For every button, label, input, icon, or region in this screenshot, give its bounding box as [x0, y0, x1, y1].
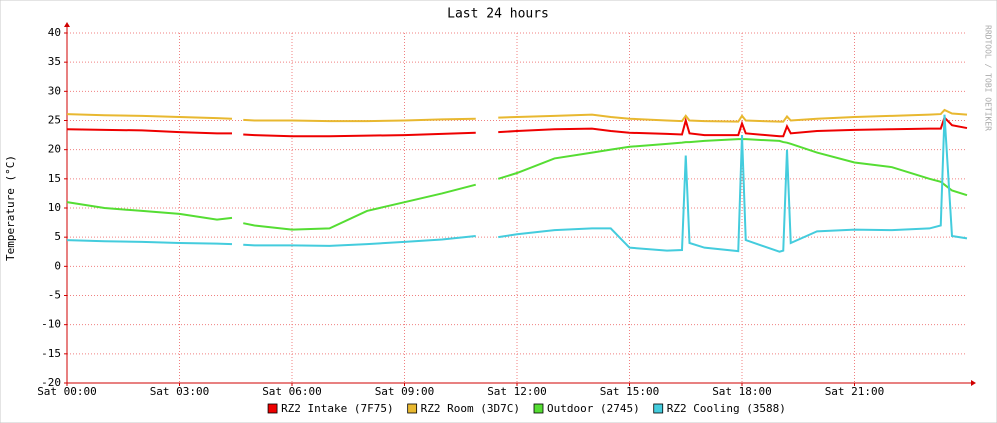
- chart-title: Last 24 hours: [447, 7, 549, 22]
- legend-label: RZ2 Room (3D7C): [421, 402, 520, 415]
- y-tick-label: -10: [41, 318, 61, 331]
- y-tick-label: 25: [48, 114, 61, 127]
- y-tick-label: -20: [41, 376, 61, 389]
- x-tick-label: Sat 12:00: [487, 385, 547, 398]
- legend: RZ2 Intake (7F75) RZ2 Room (3D7C) Outdoor …: [267, 402, 786, 415]
- x-tick-label: Sat 03:00: [150, 385, 210, 398]
- legend-item: Outdoor (2745): [533, 402, 640, 415]
- legend-label: RZ2 Intake (7F75): [281, 402, 394, 415]
- y-tick-label: -15: [41, 347, 61, 360]
- legend-label: RZ2 Cooling (3588): [667, 402, 786, 415]
- x-tick-label: Sat 00:00: [37, 385, 97, 398]
- y-tick-label: 20: [48, 143, 61, 156]
- legend-swatch: [533, 403, 544, 414]
- x-tick-label: Sat 21:00: [825, 385, 885, 398]
- legend-label: Outdoor (2745): [547, 402, 640, 415]
- axis-arrow: [64, 22, 70, 27]
- x-tick-label: Sat 15:00: [600, 385, 660, 398]
- series-line: [66, 138, 968, 231]
- series-line: [66, 115, 968, 138]
- y-tick-label: 35: [48, 55, 61, 68]
- x-tick-label: Sat 06:00: [262, 385, 322, 398]
- y-tick-label: 30: [48, 84, 61, 97]
- grid: -20 -15 -10 -5 0 5 10 15 20 25 30 35 40 Sat 00:00 Sat …: [37, 22, 976, 398]
- legend-item: RZ2 Intake (7F75): [267, 402, 394, 415]
- y-tick-label: -5: [48, 289, 61, 302]
- x-tick-label: Sat 09:00: [375, 385, 435, 398]
- legend-item: RZ2 Cooling (3588): [653, 402, 786, 415]
- plot: [66, 108, 968, 253]
- legend-swatch: [407, 403, 418, 414]
- legend-swatch: [267, 403, 278, 414]
- y-tick-label: 10: [48, 201, 61, 214]
- y-axis-label: Temperature (°C): [4, 155, 17, 261]
- x-tick-label: Sat 18:00: [712, 385, 772, 398]
- y-tick-label: 5: [54, 230, 61, 243]
- series-line: [66, 114, 968, 253]
- y-tick-label: 15: [48, 172, 61, 185]
- axis-arrow: [971, 380, 976, 386]
- watermark: RRDTOOL / TOBI OETIKER: [984, 25, 993, 131]
- series-line: [66, 108, 968, 123]
- y-tick-label: 40: [48, 26, 61, 39]
- legend-item: RZ2 Room (3D7C): [407, 402, 520, 415]
- legend-swatch: [653, 403, 664, 414]
- y-tick-label: 0: [54, 259, 61, 272]
